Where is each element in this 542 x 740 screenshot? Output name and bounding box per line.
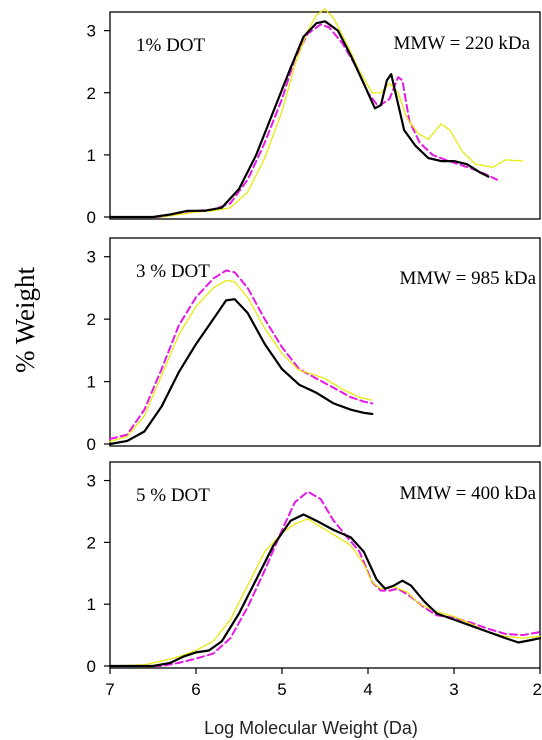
series-dashed-line (109, 269, 374, 440)
y-tick-label: 1 (87, 373, 96, 392)
panel-frame (109, 237, 541, 447)
panel-1: 0 1 2 3 1% DOT MMW = 220 kDa (87, 8, 541, 227)
y-tick-label: 1 (87, 146, 96, 165)
series-dotted-line (109, 279, 373, 443)
y-tick-label: 0 (87, 208, 96, 227)
y-tick-label: 3 (87, 248, 96, 267)
y-tick-label: 1 (87, 595, 96, 614)
x-tick-label: 4 (363, 680, 372, 699)
y-tick-label: 0 (87, 657, 96, 676)
y-tick-label: 3 (87, 22, 96, 41)
x-tick-label: 7 (105, 680, 114, 699)
x-axis-label: Log Molecular Weight (Da) (204, 718, 418, 738)
y-tick-label: 0 (87, 435, 96, 454)
panel-label: 3 % DOT (136, 261, 210, 282)
x-tick-label: 5 (277, 680, 286, 699)
panel-label: 5 % DOT (136, 485, 210, 506)
mmw-label: MMW = 985 kDa (400, 268, 537, 289)
y-tick-label: 3 (87, 472, 96, 491)
panel-2: 0 1 2 3 3 % DOT MMW = 985 kDa (87, 237, 541, 454)
panel-frame (109, 11, 541, 220)
series-dotted-line (109, 518, 541, 667)
x-tick-label: 2 (533, 680, 542, 699)
series-solid-line (108, 298, 374, 446)
series-dashed-line (109, 490, 541, 667)
x-axis-ticks: 7 6 5 4 3 2 (105, 668, 542, 699)
series-solid-line (108, 513, 542, 668)
y-tick-label: 2 (87, 310, 96, 329)
y-tick-label: 2 (87, 533, 96, 552)
series-dotted-line (109, 8, 524, 218)
panel-3: 0 1 2 3 5 % DOT MMW = 400 kDa (87, 461, 542, 676)
y-axis-label: % Weight (10, 266, 40, 373)
x-tick-label: 3 (449, 680, 458, 699)
panel-label: 1% DOT (136, 35, 206, 56)
chart-panels: 0 1 2 3 1% DOT MMW = 220 kDa 0 1 2 3 3 % DOT MMW = … (87, 8, 542, 676)
x-tick-label: 6 (191, 680, 200, 699)
mmw-label: MMW = 220 kDa (394, 33, 531, 54)
series-solid-line (108, 20, 490, 219)
mmw-label: MMW = 400 kDa (400, 483, 537, 504)
y-tick-label: 2 (87, 84, 96, 103)
panel-frame (109, 461, 541, 669)
